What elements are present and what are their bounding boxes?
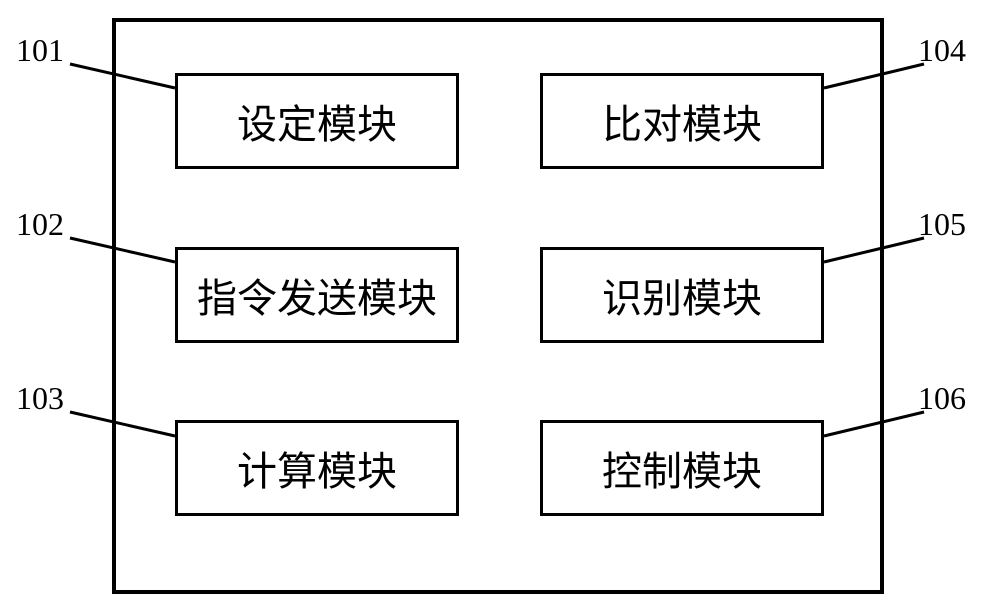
module-label: 控制模块	[602, 439, 762, 497]
ref-label-105: 105	[918, 206, 966, 243]
module-104: 比对模块	[540, 73, 824, 169]
module-101: 设定模块	[175, 73, 459, 169]
module-103: 计算模块	[175, 420, 459, 516]
ref-label-102: 102	[16, 206, 64, 243]
module-106: 控制模块	[540, 420, 824, 516]
module-label: 识别模块	[602, 266, 762, 324]
module-102: 指令发送模块	[175, 247, 459, 343]
ref-label-106: 106	[918, 380, 966, 417]
module-label: 设定模块	[237, 92, 397, 150]
ref-label-104: 104	[918, 32, 966, 69]
diagram-canvas: 设定模块 指令发送模块 计算模块 比对模块 识别模块 控制模块 101 102 …	[0, 0, 1000, 614]
module-label: 比对模块	[602, 92, 762, 150]
module-label: 计算模块	[237, 439, 397, 497]
ref-label-101: 101	[16, 32, 64, 69]
ref-label-103: 103	[16, 380, 64, 417]
module-label: 指令发送模块	[197, 266, 437, 324]
module-105: 识别模块	[540, 247, 824, 343]
